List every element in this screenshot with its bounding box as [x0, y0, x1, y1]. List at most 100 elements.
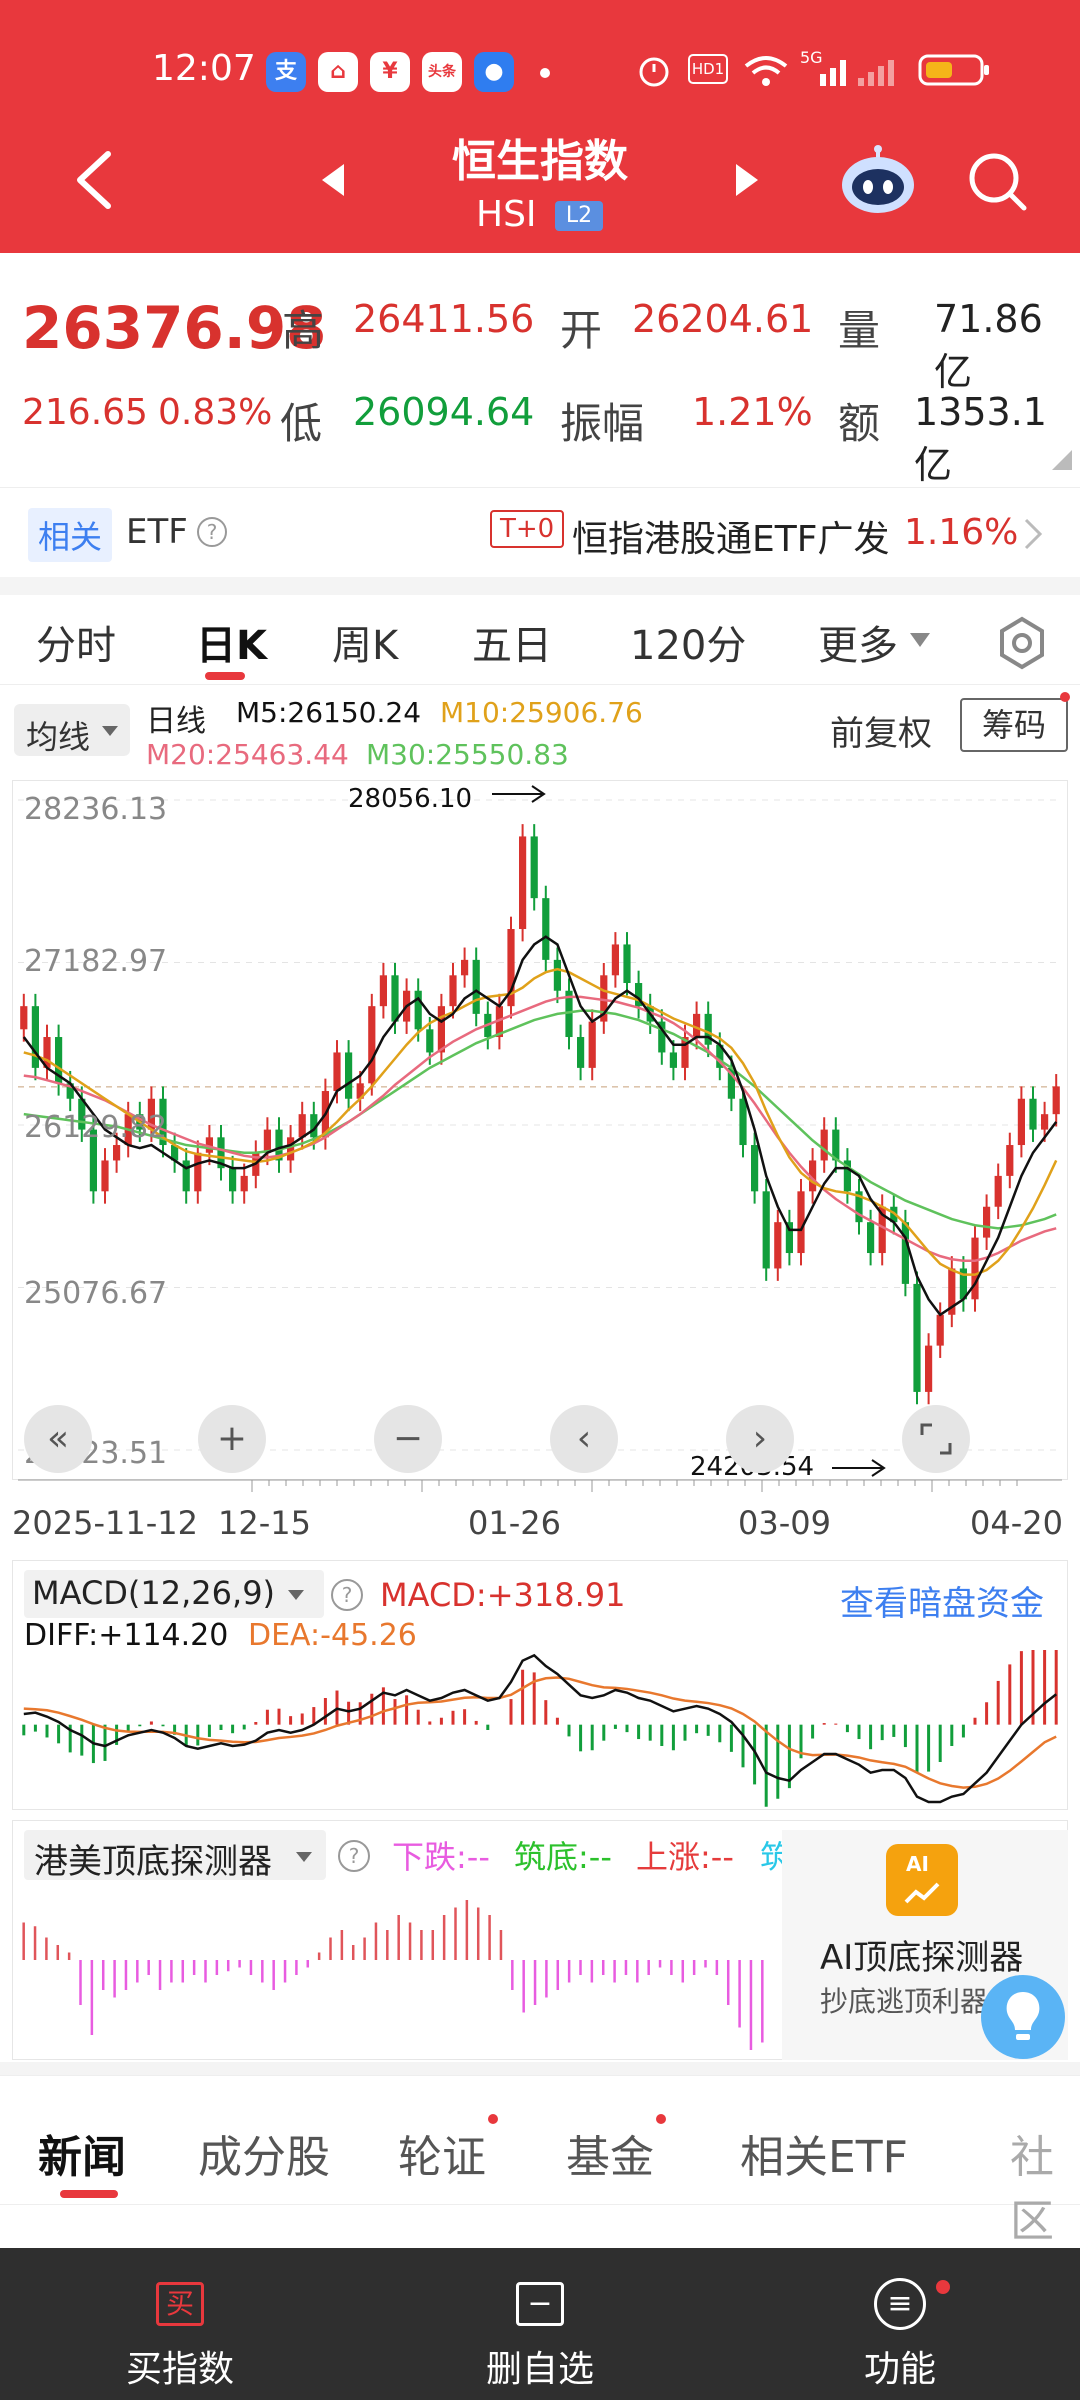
y-tick-label: 27182.97 [24, 944, 168, 979]
help-icon[interactable]: ? [330, 1578, 364, 1612]
expand-corner-icon[interactable] [1052, 450, 1072, 470]
related-etf-bar[interactable]: 相关 ETF ? T+0 恒指港股通ETF广发 1.16% [0, 487, 1080, 577]
detector-selector[interactable]: 港美顶底探测器 [24, 1830, 326, 1882]
candle-body [147, 1098, 155, 1130]
tab-daily-k[interactable]: 日K [196, 623, 267, 669]
help-icon[interactable]: ? [336, 1838, 372, 1874]
tab-news[interactable]: 新闻 [38, 2132, 126, 2183]
zoom-out-icon: − [392, 1418, 424, 1459]
candle-body [194, 1152, 202, 1192]
tab-funds[interactable]: 基金 [566, 2132, 654, 2183]
tab-community[interactable]: 社区 [1010, 2132, 1054, 2247]
tab-more[interactable]: 更多 [818, 623, 898, 669]
candle-body [1041, 1114, 1049, 1130]
period-tabs: 分时 日K 周K 五日 120分 更多 [0, 595, 1080, 685]
macd-panel[interactable] [12, 1560, 1068, 1810]
diff-value: DIFF:+114.20 [24, 1618, 229, 1653]
ma30-line [23, 1009, 1057, 1230]
tab-warrants[interactable]: 轮证 [398, 2132, 486, 2183]
detector-bottom: 筑底:-- [514, 1838, 612, 1876]
candle-body [368, 1006, 376, 1084]
candle-body [205, 1137, 213, 1153]
tab-120min[interactable]: 120分 [630, 623, 747, 669]
back-icon[interactable] [70, 150, 120, 210]
macd-selector[interactable]: MACD(12,26,9) [24, 1570, 324, 1618]
amplitude-label: 振幅 [560, 399, 645, 448]
candle-body [55, 1037, 63, 1084]
x-tick-label: 2025-11-12 [12, 1504, 198, 1542]
candle-body [716, 1044, 724, 1068]
buy-index-button[interactable]: 买 买指数 [0, 2248, 360, 2400]
finance-app-icon: ¥ [370, 52, 410, 92]
price-adjust-toggle[interactable]: 前复权 [830, 714, 932, 754]
next-index-icon[interactable] [732, 160, 762, 200]
detector-chart [22, 1900, 764, 2050]
candle-body [345, 1052, 353, 1099]
tab-five-day[interactable]: 五日 [472, 623, 552, 669]
t0-badge: T+0 [490, 510, 565, 548]
candle-body [797, 1191, 805, 1254]
previous-index-icon[interactable] [318, 160, 348, 200]
ma-selector-label: 均线 [26, 718, 91, 756]
candle-body [936, 1314, 944, 1346]
ma10-line [23, 967, 1058, 1276]
zoom-in-button[interactable]: + [198, 1405, 266, 1473]
candle-body [867, 1222, 875, 1254]
macd-chart [22, 1650, 1058, 1807]
chevron-down-icon [102, 726, 118, 736]
tab-constituents[interactable]: 成分股 [198, 2132, 330, 2183]
dea-line [23, 1676, 1057, 1789]
candle-body [855, 1191, 863, 1223]
chips-button[interactable]: 筹码 [960, 698, 1068, 752]
candle-body [89, 1129, 97, 1192]
chips-notification-dot [1060, 692, 1070, 702]
home-app-icon: ⌂ [318, 52, 358, 92]
divider [0, 2062, 1080, 2076]
help-icon[interactable]: ? [196, 516, 228, 548]
open-label: 开 [560, 306, 603, 355]
high-value: 26411.56 [353, 297, 535, 341]
search-icon[interactable] [966, 150, 1030, 214]
candle-body [263, 1129, 271, 1153]
ma30-value: M30:25550.83 [366, 738, 569, 771]
wifi-icon [744, 56, 788, 86]
ma-selector[interactable]: 均线 [14, 704, 130, 756]
y-tick-label: 28236.13 [24, 792, 168, 827]
kline-chart[interactable] [12, 780, 1068, 1500]
candle-body [287, 1137, 295, 1161]
candle-body [240, 1175, 248, 1192]
alipay-app-icon: 支 [266, 52, 306, 92]
zoom-out-button[interactable]: − [374, 1405, 442, 1473]
candle-body [948, 1268, 956, 1315]
price-change: 216.65 [22, 392, 148, 433]
fullscreen-button[interactable] [902, 1405, 970, 1473]
rewind-button[interactable]: « [24, 1405, 92, 1473]
functions-button[interactable]: ≡ 功能 [720, 2248, 1080, 2400]
scroll-right-button[interactable]: › [726, 1405, 794, 1473]
lightbulb-icon[interactable] [978, 1972, 1068, 2062]
scroll-left-button[interactable]: ‹ [550, 1405, 618, 1473]
arrow-right-icon [832, 1459, 886, 1477]
dark-pool-link[interactable]: 查看暗盘资金 [840, 1584, 1044, 1624]
candle-body [913, 1283, 921, 1392]
robot-assistant-icon[interactable] [838, 145, 918, 217]
warrants-dot [488, 2114, 498, 2124]
remove-watchlist-icon: − [516, 2282, 564, 2326]
y-tick-label: 25076.67 [24, 1276, 168, 1311]
tab-related-etf[interactable]: 相关ETF [740, 2132, 908, 2183]
fullscreen-icon [920, 1423, 952, 1455]
tab-weekly-k[interactable]: 周K [332, 623, 399, 669]
bottom-action-bar: 买 买指数 − 删自选 ≡ 功能 [0, 2248, 1080, 2400]
candle-body [159, 1098, 167, 1146]
tab-intraday[interactable]: 分时 [36, 623, 116, 669]
settings-icon[interactable] [994, 615, 1050, 671]
right-icon: › [752, 1418, 768, 1459]
functions-dot [936, 2280, 950, 2294]
battery-icon [918, 54, 989, 86]
remove-watchlist-button[interactable]: − 删自选 [360, 2248, 720, 2400]
x-tick-label: 03-09 [738, 1504, 831, 1542]
more-notifications-icon [540, 68, 550, 78]
candle-body [113, 1145, 121, 1161]
candle-body [762, 1191, 770, 1269]
detector-down: 下跌:-- [392, 1838, 490, 1876]
